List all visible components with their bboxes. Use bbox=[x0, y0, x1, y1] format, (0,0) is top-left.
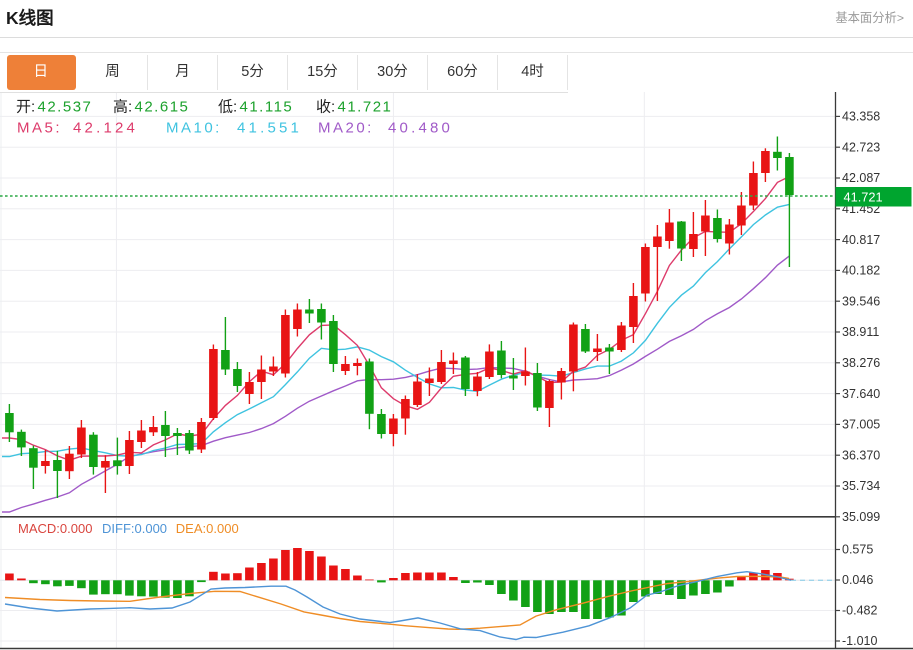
svg-text:42.087: 42.087 bbox=[842, 171, 880, 185]
svg-text:MA10:: MA10: bbox=[166, 120, 222, 137]
svg-text:38.276: 38.276 bbox=[842, 356, 880, 370]
svg-text:DEA:0.000: DEA:0.000 bbox=[176, 521, 239, 536]
svg-text:0.046: 0.046 bbox=[842, 573, 873, 587]
svg-text:40.182: 40.182 bbox=[842, 264, 880, 278]
svg-text:42.537: 42.537 bbox=[38, 99, 93, 116]
svg-text:MACD:0.000: MACD:0.000 bbox=[18, 521, 92, 536]
svg-text:36.370: 36.370 bbox=[842, 448, 880, 462]
svg-text:MA20:: MA20: bbox=[318, 120, 374, 137]
svg-text:40.817: 40.817 bbox=[842, 233, 880, 247]
svg-text:35.734: 35.734 bbox=[842, 479, 880, 493]
svg-text:42.723: 42.723 bbox=[842, 140, 880, 154]
svg-text:低:: 低: bbox=[218, 99, 237, 116]
svg-text:41.721: 41.721 bbox=[844, 190, 883, 205]
svg-text:39.546: 39.546 bbox=[842, 294, 880, 308]
svg-text:40.480: 40.480 bbox=[388, 120, 453, 137]
svg-text:43.358: 43.358 bbox=[842, 110, 880, 124]
svg-text:开:: 开: bbox=[16, 99, 35, 116]
svg-text:41.721: 41.721 bbox=[338, 99, 393, 116]
svg-text:41.551: 41.551 bbox=[237, 120, 302, 137]
svg-text:-0.482: -0.482 bbox=[842, 604, 877, 618]
svg-text:35.099: 35.099 bbox=[842, 510, 880, 524]
svg-text:MA5:: MA5: bbox=[17, 120, 62, 137]
svg-text:41.115: 41.115 bbox=[240, 99, 294, 116]
svg-text:0.575: 0.575 bbox=[842, 543, 873, 557]
svg-text:高:: 高: bbox=[113, 99, 132, 116]
svg-text:42.615: 42.615 bbox=[135, 99, 190, 116]
svg-text:38.911: 38.911 bbox=[842, 325, 879, 339]
svg-text:-1.010: -1.010 bbox=[842, 634, 877, 648]
svg-text:收:: 收: bbox=[316, 99, 335, 116]
svg-text:37.005: 37.005 bbox=[842, 418, 880, 432]
svg-text:DIFF:0.000: DIFF:0.000 bbox=[102, 521, 167, 536]
svg-text:37.640: 37.640 bbox=[842, 387, 880, 401]
svg-text:42.124: 42.124 bbox=[73, 120, 138, 137]
